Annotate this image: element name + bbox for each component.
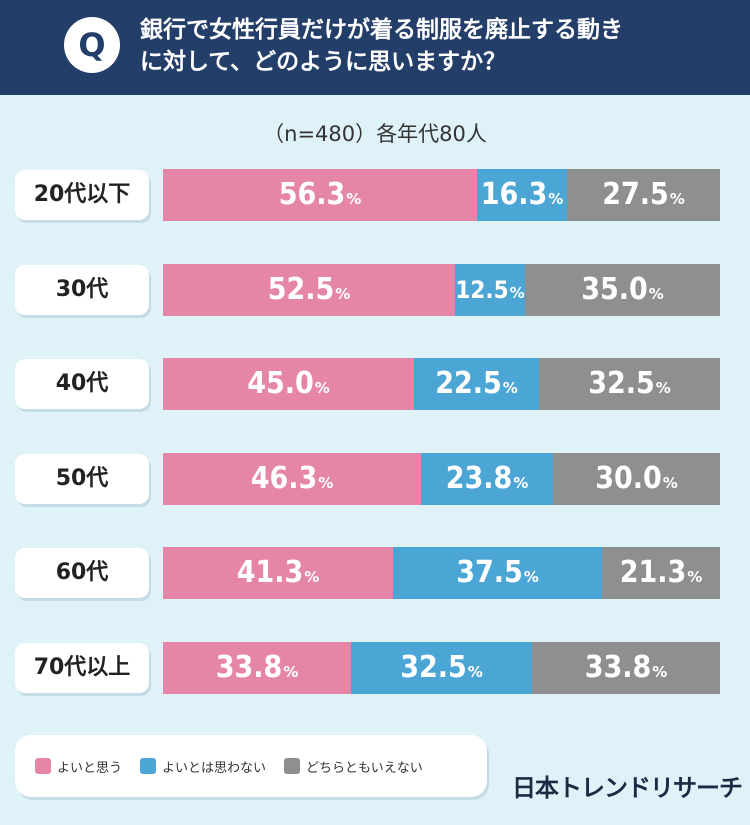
data-label-unit: %: [467, 663, 483, 681]
data-label-unit: %: [502, 379, 518, 397]
bar-segment-neutral: 30.0%: [553, 453, 720, 505]
bar-segment-agree: 56.3%: [163, 169, 477, 221]
data-label: 22.5: [435, 366, 502, 401]
legend-swatch-neutral: [284, 758, 301, 774]
legend: よいと思う よいとは思わない どちらともいえない: [15, 735, 487, 797]
bar-segment-neutral: 33.8%: [532, 642, 720, 694]
bar-segment-disagree: 12.5%: [455, 264, 525, 316]
data-label: 41.3: [236, 555, 304, 590]
bar-segment-disagree: 32.5%: [351, 642, 532, 694]
bar-segment-agree: 41.3%: [163, 547, 393, 599]
legend-swatch-disagree: [140, 758, 157, 774]
data-label-unit: %: [314, 379, 330, 397]
data-label: 37.5: [456, 555, 523, 590]
data-label-unit: %: [687, 568, 703, 586]
category-label: 60代: [15, 548, 149, 598]
data-label-unit: %: [655, 379, 671, 397]
data-label-unit: %: [335, 285, 351, 303]
bar-row: 33.8% 32.5% 33.8%: [163, 642, 720, 694]
data-label-unit: %: [318, 474, 334, 492]
data-label: 46.3: [250, 461, 318, 496]
brand-logo-text: 日本トレンドリサーチ: [512, 774, 743, 802]
bar-row: 52.5% 12.5% 35.0%: [163, 264, 720, 316]
bar-segment-neutral: 21.3%: [602, 547, 720, 599]
sample-note: （n=480）各年代80人: [263, 122, 487, 146]
category-label: 20代以下: [15, 170, 149, 220]
legend-item-neutral: どちらともいえない: [284, 757, 423, 776]
bar-segment-agree: 33.8%: [163, 642, 351, 694]
question-line-1: 銀行で女性行員だけが着る制服を廃止する動き: [140, 17, 623, 43]
data-label-unit: %: [648, 285, 664, 303]
bar-segment-agree: 52.5%: [163, 264, 455, 316]
data-label: 33.8: [215, 650, 283, 685]
legend-label-neutral: どちらともいえない: [306, 760, 423, 776]
bar-segment-neutral: 32.5%: [539, 358, 720, 410]
data-label: 32.5: [400, 650, 467, 685]
data-label: 21.3: [619, 555, 687, 590]
data-label-unit: %: [652, 663, 668, 681]
data-label-unit: %: [304, 568, 320, 586]
data-label: 23.8: [445, 461, 513, 496]
data-label-unit: %: [662, 474, 678, 492]
data-label-unit: %: [669, 190, 685, 208]
data-label: 56.3: [278, 177, 346, 212]
question-line-2: に対して、どのように思いますか？: [140, 49, 507, 75]
category-label: 70代以上: [15, 643, 149, 693]
data-label: 35.0: [581, 272, 648, 307]
legend-item-agree: よいと思う: [35, 757, 122, 776]
data-label: 27.5: [602, 177, 669, 212]
legend-item-disagree: よいとは思わない: [140, 757, 266, 776]
data-label: 52.5: [267, 272, 335, 307]
bar-segment-neutral: 35.0%: [525, 264, 720, 316]
bar-segment-agree: 46.3%: [163, 453, 421, 505]
data-label-unit: %: [509, 284, 525, 302]
data-label: 45.0: [247, 366, 314, 401]
bar-row: 45.0% 22.5% 32.5%: [163, 358, 720, 410]
legend-label-disagree: よいとは思わない: [162, 760, 267, 776]
legend-label-agree: よいと思う: [57, 760, 123, 776]
category-label: 50代: [15, 454, 149, 504]
data-label-unit: %: [548, 190, 564, 208]
bar-segment-agree: 45.0%: [163, 358, 414, 410]
bar-segment-disagree: 16.3%: [477, 169, 567, 221]
legend-swatch-agree: [35, 758, 51, 774]
question-badge: Q: [64, 17, 120, 73]
bar-segment-disagree: 23.8%: [421, 453, 553, 505]
data-label: 16.3: [480, 177, 548, 212]
data-label-unit: %: [523, 568, 539, 586]
bar-row: 46.3% 23.8% 30.0%: [163, 453, 720, 505]
category-label: 40代: [15, 359, 149, 409]
data-label: 30.0: [595, 461, 662, 496]
bar-row: 56.3% 16.3% 27.5%: [163, 169, 720, 221]
bar-segment-disagree: 22.5%: [414, 358, 539, 410]
bar-segment-disagree: 37.5%: [393, 547, 602, 599]
data-label: 32.5: [588, 366, 655, 401]
bar-row: 41.3% 37.5% 21.3%: [163, 547, 720, 599]
question-header: Q 銀行で女性行員だけが着る制服を廃止する動き に対して、どのように思いますか？: [0, 0, 750, 95]
data-label: 33.8: [584, 650, 652, 685]
question-text: 銀行で女性行員だけが着る制服を廃止する動き に対して、どのように思いますか？: [140, 14, 730, 78]
bar-segment-neutral: 27.5%: [567, 169, 720, 221]
category-label: 30代: [15, 265, 149, 315]
data-label-unit: %: [513, 474, 529, 492]
data-label-unit: %: [346, 190, 362, 208]
data-label-unit: %: [283, 663, 299, 681]
data-label: 12.5: [455, 276, 509, 304]
